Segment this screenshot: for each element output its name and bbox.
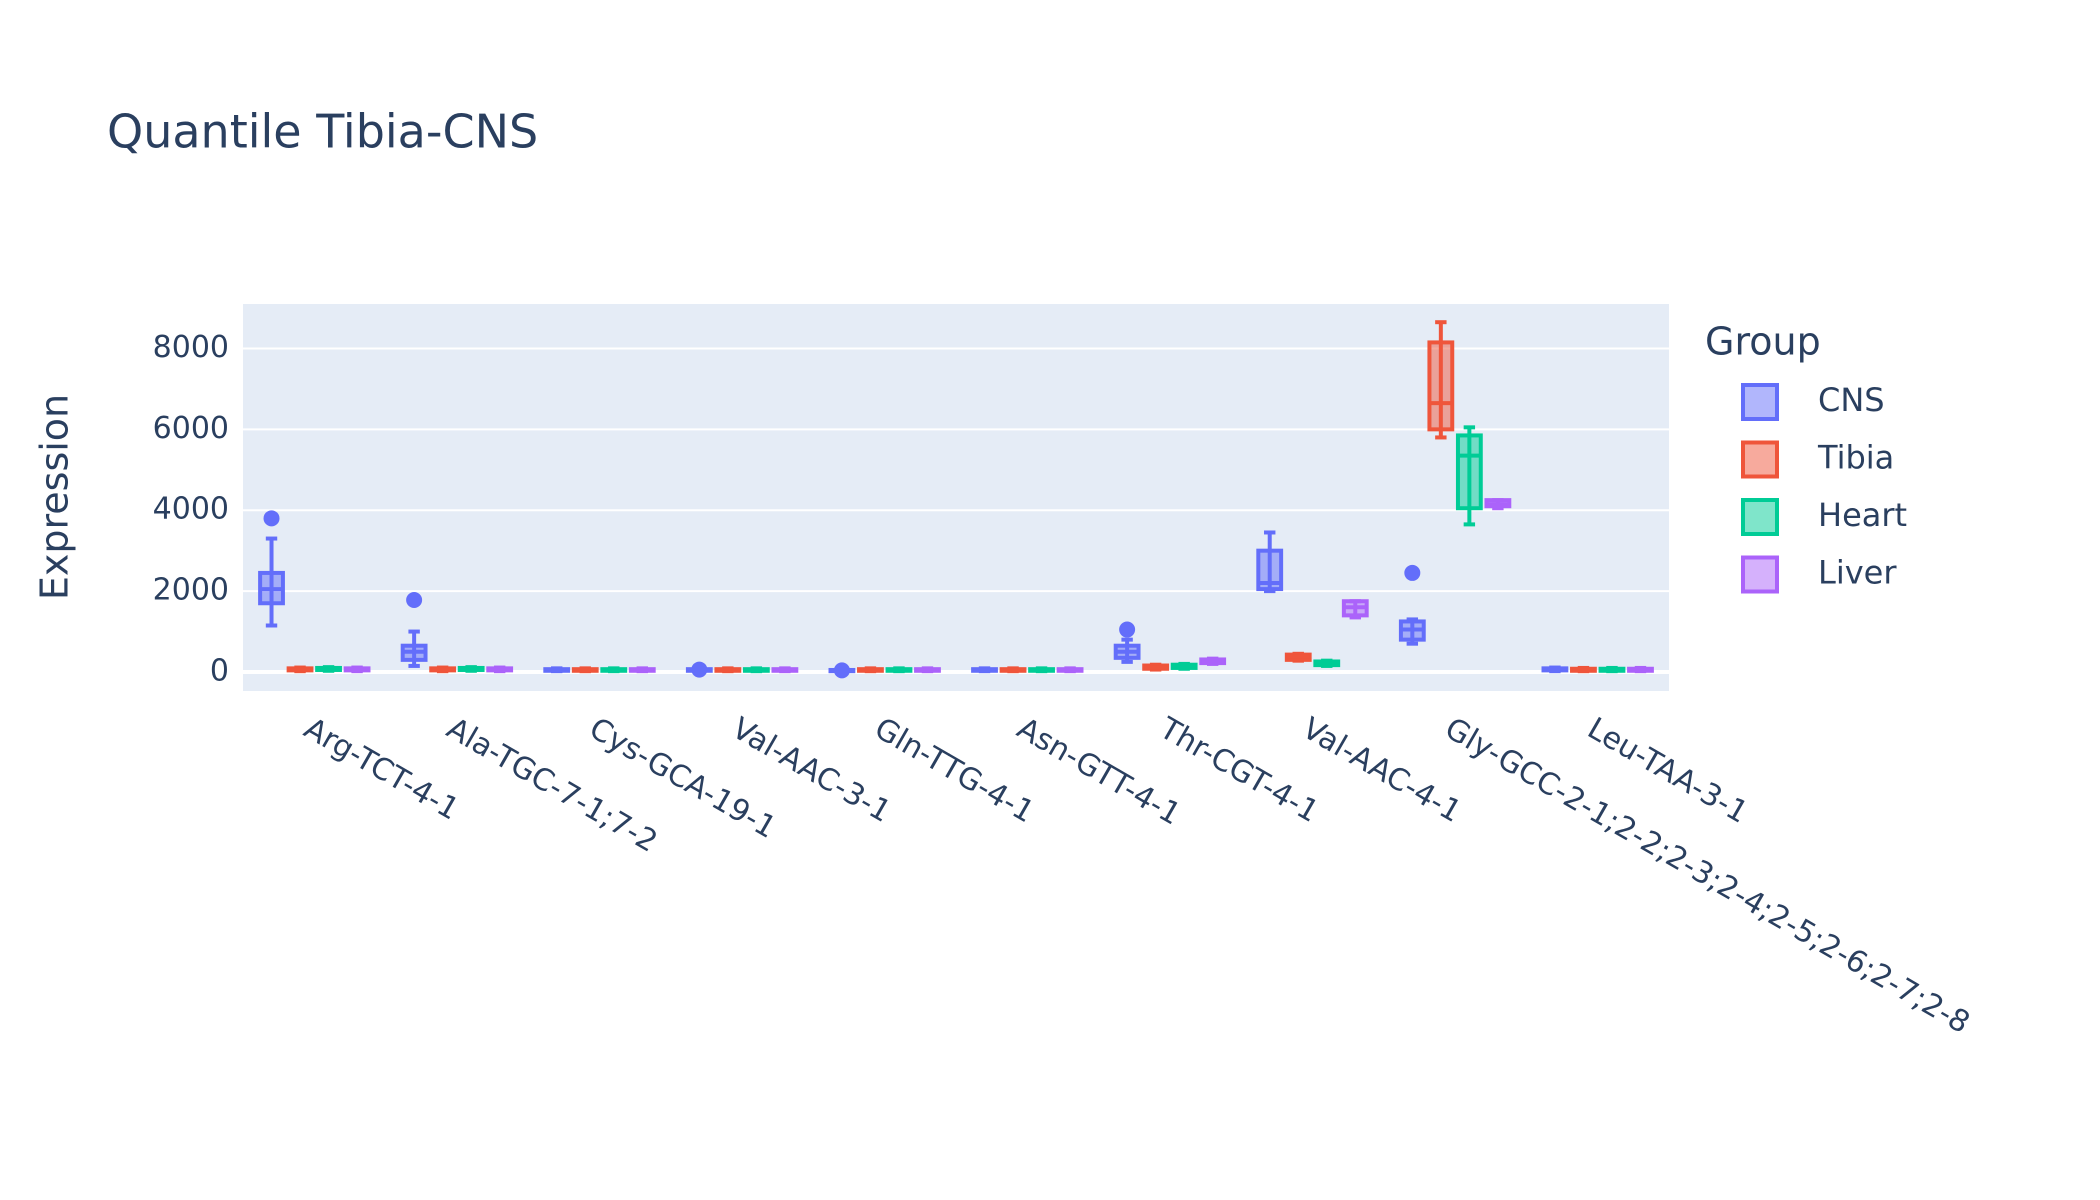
box bbox=[885, 666, 913, 674]
legend-swatch bbox=[1741, 498, 1779, 536]
y-tick-label: 0 bbox=[210, 653, 229, 688]
box bbox=[400, 629, 428, 668]
box bbox=[429, 665, 457, 674]
box bbox=[1541, 665, 1569, 674]
box-body bbox=[1427, 340, 1455, 432]
box bbox=[315, 665, 342, 673]
box bbox=[1056, 666, 1084, 674]
outlier bbox=[1119, 621, 1136, 638]
outlier bbox=[263, 510, 280, 527]
box bbox=[771, 666, 799, 674]
box bbox=[999, 666, 1027, 674]
box bbox=[1284, 651, 1312, 663]
legend-swatch bbox=[1741, 383, 1779, 421]
legend-label: CNS bbox=[1818, 381, 1885, 419]
box bbox=[914, 666, 941, 674]
y-tick-label: 2000 bbox=[153, 573, 229, 608]
legend-label: Heart bbox=[1818, 496, 1907, 534]
box bbox=[486, 665, 514, 674]
box bbox=[1313, 658, 1341, 668]
box bbox=[628, 666, 656, 674]
box bbox=[1341, 599, 1369, 620]
box bbox=[543, 666, 571, 674]
legend-swatch bbox=[1741, 440, 1779, 479]
outlier bbox=[406, 592, 423, 609]
legend-title: Group bbox=[1705, 320, 1821, 364]
box bbox=[600, 666, 628, 674]
box bbox=[1484, 498, 1512, 511]
box bbox=[857, 666, 884, 674]
y-tick-label: 6000 bbox=[153, 411, 229, 446]
box bbox=[971, 666, 998, 674]
box bbox=[1598, 665, 1626, 674]
box bbox=[1170, 661, 1198, 671]
box bbox=[714, 666, 742, 674]
box bbox=[742, 666, 770, 674]
y-axis-title: Expression bbox=[33, 394, 77, 600]
box bbox=[1113, 637, 1141, 664]
outlier bbox=[1404, 564, 1421, 581]
box bbox=[1570, 665, 1597, 674]
legend-swatch bbox=[1741, 555, 1779, 594]
legend-label: Liver bbox=[1818, 554, 1897, 592]
box bbox=[457, 665, 485, 673]
box bbox=[1427, 320, 1455, 440]
outlier bbox=[691, 661, 708, 678]
box bbox=[1455, 425, 1483, 527]
legend-label: Tibia bbox=[1817, 439, 1894, 477]
box-body bbox=[1256, 548, 1284, 592]
box bbox=[1256, 530, 1284, 594]
box bbox=[286, 665, 314, 674]
box bbox=[1028, 666, 1055, 674]
box bbox=[1142, 662, 1170, 672]
outlier bbox=[833, 662, 850, 679]
box bbox=[1199, 656, 1227, 666]
y-tick-label: 8000 bbox=[153, 330, 229, 365]
box-body bbox=[1455, 433, 1483, 511]
chart-title: Quantile Tibia-CNS bbox=[107, 105, 538, 159]
plot-background bbox=[243, 304, 1669, 691]
y-tick-label: 4000 bbox=[153, 492, 229, 527]
box bbox=[571, 666, 599, 674]
box bbox=[343, 665, 371, 674]
box bbox=[1627, 665, 1654, 674]
box bbox=[1398, 617, 1426, 646]
box bbox=[258, 536, 285, 628]
